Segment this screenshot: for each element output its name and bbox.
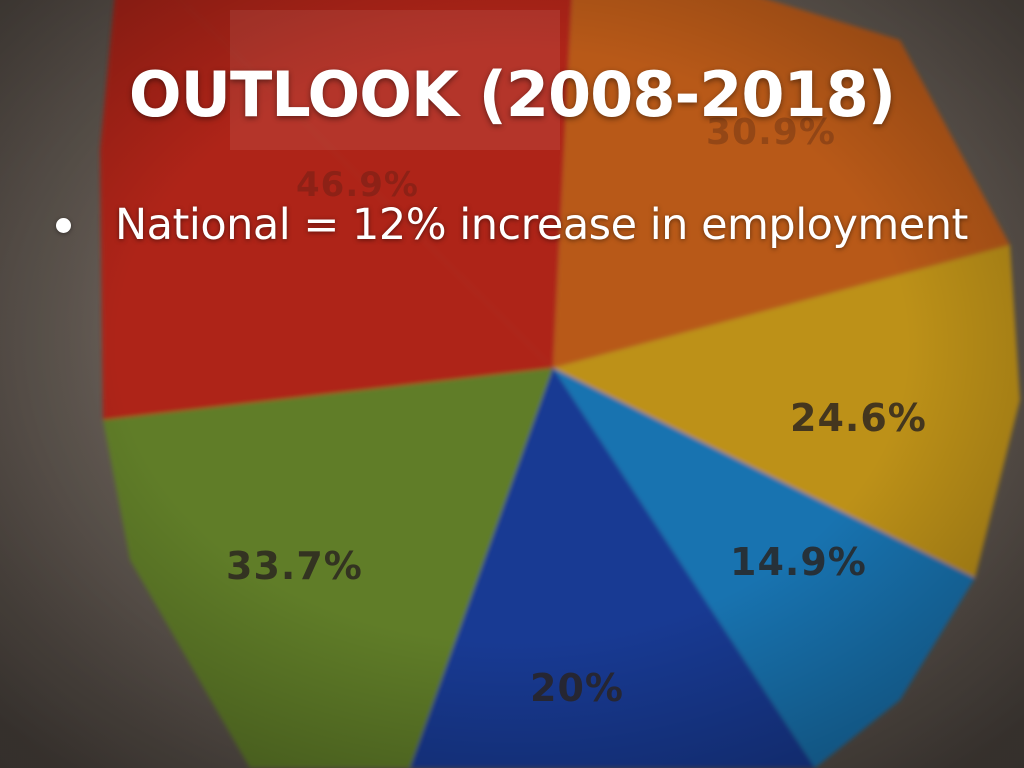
slice-label-46-9: 46.9%: [296, 165, 419, 205]
bullet-text: National = 12% increase in employment: [115, 200, 968, 250]
slice-label-24-6: 24.6%: [790, 396, 927, 440]
slice-label-14-9: 14.9%: [730, 540, 867, 584]
slide-title: OUTLOOK (2008-2018): [128, 58, 896, 131]
slice-label-33-7: 33.7%: [226, 544, 363, 588]
slice-label-20: 20%: [530, 666, 624, 710]
slice-label-30-9: 30.9%: [706, 112, 836, 153]
photo-glare: [230, 10, 560, 150]
bullet-item: National = 12% increase in employment: [56, 200, 1006, 250]
bullet-dot-icon: [56, 217, 71, 233]
